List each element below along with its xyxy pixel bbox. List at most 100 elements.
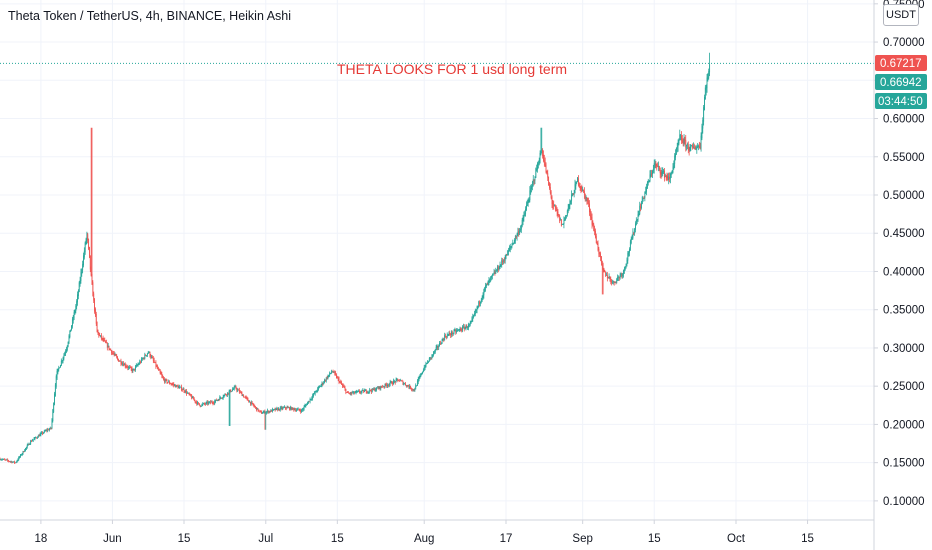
- candle-body: [571, 193, 573, 196]
- price-tick-label: 0.40000: [883, 266, 925, 278]
- candle-body: [353, 391, 355, 394]
- candle-body: [538, 162, 540, 165]
- candle-body: [347, 392, 349, 394]
- candle-body: [209, 401, 211, 403]
- candle-body: [461, 330, 463, 331]
- candle-body: [683, 138, 685, 144]
- candle-body: [679, 134, 681, 141]
- currency-unit-button[interactable]: USDT: [883, 4, 919, 26]
- candle-body: [409, 385, 411, 388]
- candle-body: [111, 350, 113, 354]
- candle-body: [152, 357, 153, 359]
- candle-body: [150, 355, 152, 358]
- candle-body: [30, 440, 32, 444]
- candle-body: [479, 301, 481, 304]
- candle-body: [114, 354, 116, 356]
- candle-body: [58, 367, 60, 370]
- time-axis[interactable]: 18 Jun 15 Jul 15 Aug 17 Sep 15 Oct 15: [0, 519, 874, 545]
- candle-body: [425, 362, 427, 368]
- candle-body: [581, 188, 583, 192]
- candle-body: [607, 277, 609, 279]
- candle-body: [637, 214, 639, 221]
- candle-body: [658, 166, 659, 167]
- candle-body: [585, 197, 587, 199]
- candle-body: [278, 408, 280, 411]
- candle-body: [390, 381, 392, 383]
- candle-body: [691, 145, 693, 147]
- candle-body: [226, 394, 228, 396]
- candle-body: [169, 383, 171, 385]
- candle-body: [143, 358, 145, 359]
- candle-body: [608, 276, 610, 279]
- candle-body: [373, 388, 375, 390]
- candle-body: [694, 148, 696, 150]
- candle-body: [187, 392, 189, 394]
- candle-body: [475, 310, 477, 312]
- candle-body: [656, 165, 658, 167]
- candle-body: [76, 301, 78, 307]
- candle-body: [202, 403, 204, 405]
- candle-body: [473, 315, 475, 318]
- candle-body: [23, 451, 25, 453]
- candle-body: [52, 409, 54, 422]
- candle-body: [450, 334, 452, 336]
- candle-body: [661, 171, 663, 175]
- candle-body: [261, 411, 262, 414]
- price-tick-label: 0.60000: [883, 114, 925, 126]
- candle-body: [613, 281, 615, 283]
- countdown-tag-bg: [875, 93, 927, 109]
- candle-body: [677, 142, 679, 148]
- candle-body: [98, 332, 100, 336]
- candle-body: [9, 461, 11, 463]
- candle-body: [135, 365, 137, 368]
- candle-body: [321, 382, 323, 386]
- candle-body: [275, 408, 277, 411]
- time-tick-label: 15: [648, 533, 661, 545]
- candle-body: [112, 352, 114, 354]
- candle-body: [695, 148, 697, 150]
- candle-body: [21, 453, 23, 455]
- candle-body: [462, 326, 464, 328]
- candle-body: [633, 232, 635, 234]
- candle-body: [516, 233, 518, 238]
- candle-body: [108, 345, 110, 350]
- candle-body: [86, 232, 88, 241]
- candle-body: [592, 223, 594, 225]
- candle-body: [543, 154, 544, 161]
- candle-body: [597, 243, 599, 251]
- candle-body: [478, 301, 480, 307]
- price-tick-label: 0.45000: [883, 228, 925, 240]
- candle-body: [66, 345, 68, 350]
- candle-body: [368, 391, 370, 393]
- candle-body: [465, 325, 467, 328]
- candle-body: [170, 383, 172, 385]
- candle-body: [262, 412, 264, 414]
- candle-body: [254, 405, 256, 407]
- candle-body: [340, 381, 342, 383]
- candle-body: [224, 393, 226, 396]
- candle-body: [507, 250, 509, 256]
- candle-body: [523, 215, 525, 218]
- candle-body: [583, 189, 584, 192]
- candle-body: [177, 385, 179, 389]
- candle-body: [371, 388, 373, 392]
- candle-body: [377, 387, 379, 389]
- candle-body: [417, 379, 419, 382]
- candle-body: [93, 293, 95, 301]
- candle-body: [307, 400, 309, 403]
- candle-body: [77, 290, 79, 296]
- candle-body: [414, 389, 416, 391]
- candle-body: [646, 181, 648, 188]
- candle-body: [200, 406, 202, 407]
- candle-body: [74, 310, 76, 314]
- candle-body: [484, 287, 486, 291]
- price-tags: 0.67217 0.66942 03:44:50: [875, 55, 927, 109]
- candle-body: [387, 385, 389, 386]
- candle-body: [685, 140, 687, 148]
- candle-body: [594, 230, 596, 238]
- candle-body: [120, 360, 122, 364]
- price-axis[interactable]: 0.10000 0.15000 0.20000 0.25000 0.30000 0.350…: [873, 0, 925, 550]
- candle-body: [566, 215, 567, 217]
- candle-body: [330, 372, 332, 374]
